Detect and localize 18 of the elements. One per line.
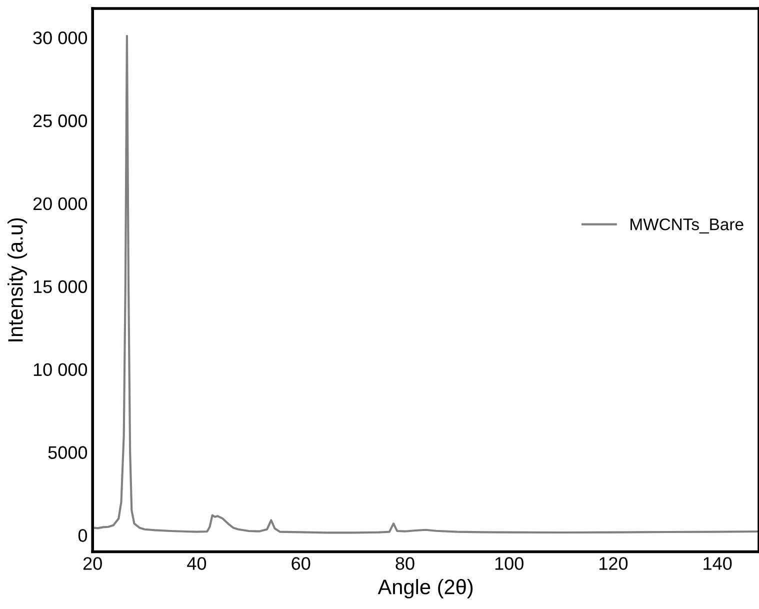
y-tick-label: 30 000 [33, 31, 88, 44]
x-tick-label: 120 [600, 557, 628, 570]
y-tick-label: 0 [78, 529, 88, 542]
y-tick-label: 15 000 [34, 280, 88, 294]
y-tick-label: 5000 [48, 446, 88, 459]
x-tick-label: 80 [396, 557, 414, 570]
y-tick-label: 25 000 [33, 114, 88, 128]
x-tick-label: 40 [187, 557, 206, 570]
y-tick-label: 10 000 [34, 363, 88, 376]
y-axis-title: Intensity (a.u) [8, 218, 27, 342]
x-tick-label: 60 [292, 557, 310, 570]
x-tick-label: 100 [495, 557, 524, 570]
x-tick-label: 20 [83, 557, 102, 570]
line-series [92, 34, 759, 534]
legend-label: MWCNTs_Bare [630, 218, 744, 234]
x-axis-title: Angle (2θ) [378, 579, 473, 598]
y-tick-label: 20 000 [33, 197, 88, 210]
x-tick-label: 140 [704, 557, 732, 570]
